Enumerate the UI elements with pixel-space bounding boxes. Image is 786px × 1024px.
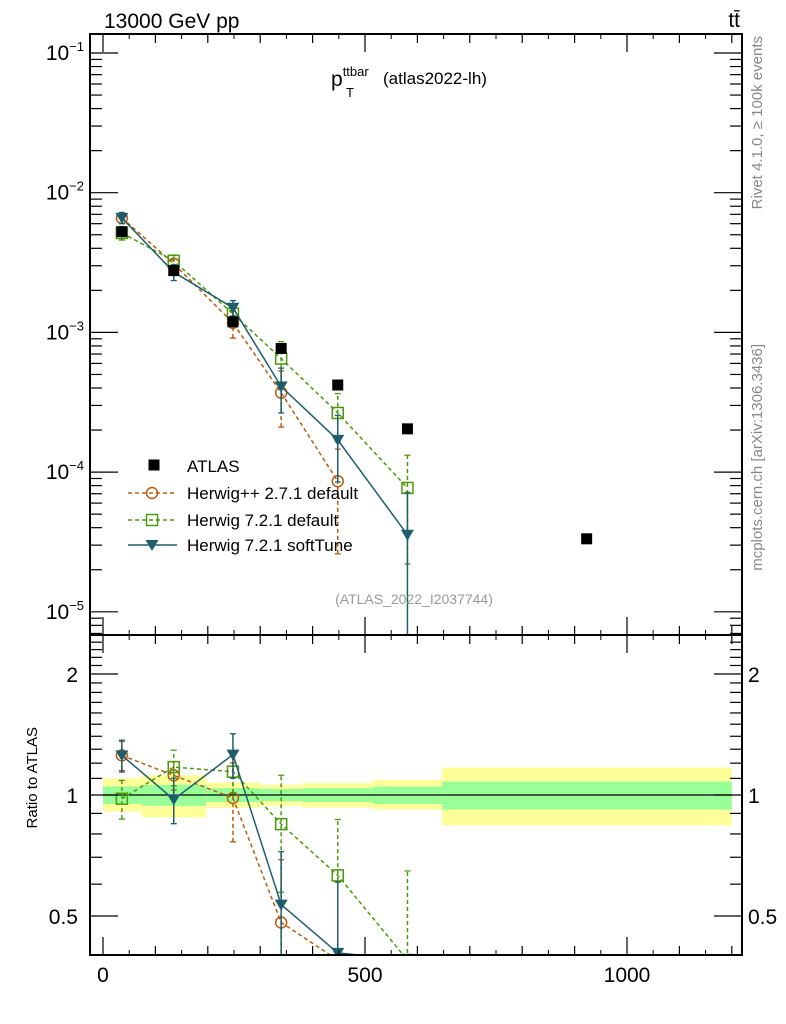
ratio-series xyxy=(115,733,414,966)
data-point-atlas xyxy=(168,265,180,277)
legend-label: Herwig 7.2.1 default xyxy=(187,511,338,530)
ratio-tick-label-left: 1 xyxy=(66,785,78,808)
series-line xyxy=(121,217,409,536)
header-left: 13000 GeV pp xyxy=(104,10,239,33)
legend-marker xyxy=(145,486,159,500)
data-point-atlas xyxy=(275,342,287,354)
analysis-id-label: (ATLAS_2022_I2037744) xyxy=(335,591,493,607)
series-line xyxy=(121,217,339,482)
plot-title-rest: (atlas2022-lh) xyxy=(383,69,487,88)
series-line xyxy=(121,766,405,955)
data-point xyxy=(334,953,342,955)
axes xyxy=(89,33,743,956)
legend-marker xyxy=(145,540,159,551)
data-point xyxy=(331,947,345,955)
plot-title: pttbar T (atlas2022-lh) xyxy=(331,64,487,100)
y-tick-label: 10−3 xyxy=(46,318,84,344)
y-tick-base: 10 xyxy=(46,42,69,65)
data-point xyxy=(401,955,414,966)
ratio-tick-label-right: 1 xyxy=(748,785,760,808)
data-point-atlas xyxy=(116,226,128,238)
plot-title-sup: ttbar xyxy=(343,64,370,79)
data-point xyxy=(167,760,180,774)
ratio-tick-label-right: 2 xyxy=(748,664,760,687)
legend-marker-atlas xyxy=(148,459,160,471)
data-point xyxy=(167,794,181,806)
ratio-y-axis-label: Ratio to ATLAS xyxy=(24,727,41,828)
y-tick-base: 10 xyxy=(46,601,69,624)
data-point xyxy=(274,817,288,831)
legend-label-atlas: ATLAS xyxy=(187,457,240,476)
series-line xyxy=(121,232,408,489)
ratio-tick-label-left: 0.5 xyxy=(49,906,78,929)
data-point-atlas xyxy=(332,379,344,391)
x-tick-label: 500 xyxy=(347,964,382,987)
y-tick-exponent: −4 xyxy=(69,458,84,473)
x-tick-label: 1000 xyxy=(604,964,651,987)
mcplots-label: mcplots.cern.ch [arXiv:1306.3436] xyxy=(749,344,766,571)
data-point xyxy=(115,212,129,224)
y-tick-base: 10 xyxy=(46,321,69,344)
y-tick-exponent: −3 xyxy=(69,318,84,333)
y-tick-exponent: −5 xyxy=(69,598,84,613)
y-tick-label: 10−5 xyxy=(46,598,84,624)
ratio-uncertainty-bands xyxy=(103,767,732,826)
data-point xyxy=(115,792,129,805)
data-point xyxy=(400,529,414,541)
plot-title-main: p xyxy=(331,68,343,91)
y-tick-exponent: −2 xyxy=(69,179,84,194)
data-point xyxy=(331,869,345,882)
legend-label: Herwig 7.2.1 softTune xyxy=(187,536,353,555)
header-right: tt̄ xyxy=(728,9,740,32)
ratio-tick-label-right: 0.5 xyxy=(748,906,777,929)
y-tick-exponent: −1 xyxy=(69,39,84,54)
plot-title-sub: T xyxy=(346,85,354,100)
data-point-atlas xyxy=(227,316,239,328)
y-tick-label: 10−1 xyxy=(46,39,84,65)
y-tick-label: 10−4 xyxy=(46,458,84,484)
data-point xyxy=(115,750,129,762)
data-point-atlas xyxy=(401,423,413,435)
data-point xyxy=(226,749,240,761)
data-point xyxy=(274,381,288,393)
rivet-version-label: Rivet 4.1.0, ≥ 100k events xyxy=(749,36,766,209)
legend-label: Herwig++ 2.7.1 default xyxy=(187,484,358,503)
y-tick-base: 10 xyxy=(46,461,69,484)
data-point xyxy=(274,899,288,911)
data-point xyxy=(331,434,345,446)
data-point xyxy=(401,953,414,955)
y-tick-base: 10 xyxy=(46,182,69,205)
main-series xyxy=(115,211,593,635)
data-point xyxy=(226,302,240,314)
series-line xyxy=(121,754,332,955)
x-tick-label: 0 xyxy=(97,964,109,987)
data-point-atlas xyxy=(581,533,593,545)
y-tick-label: 10−2 xyxy=(46,179,84,205)
legend: ATLAS Herwig++ 2.7.1 default Herwig 7.2.1 … xyxy=(128,457,358,555)
legend-marker xyxy=(145,513,159,527)
ratio-tick-label-left: 2 xyxy=(66,664,78,687)
